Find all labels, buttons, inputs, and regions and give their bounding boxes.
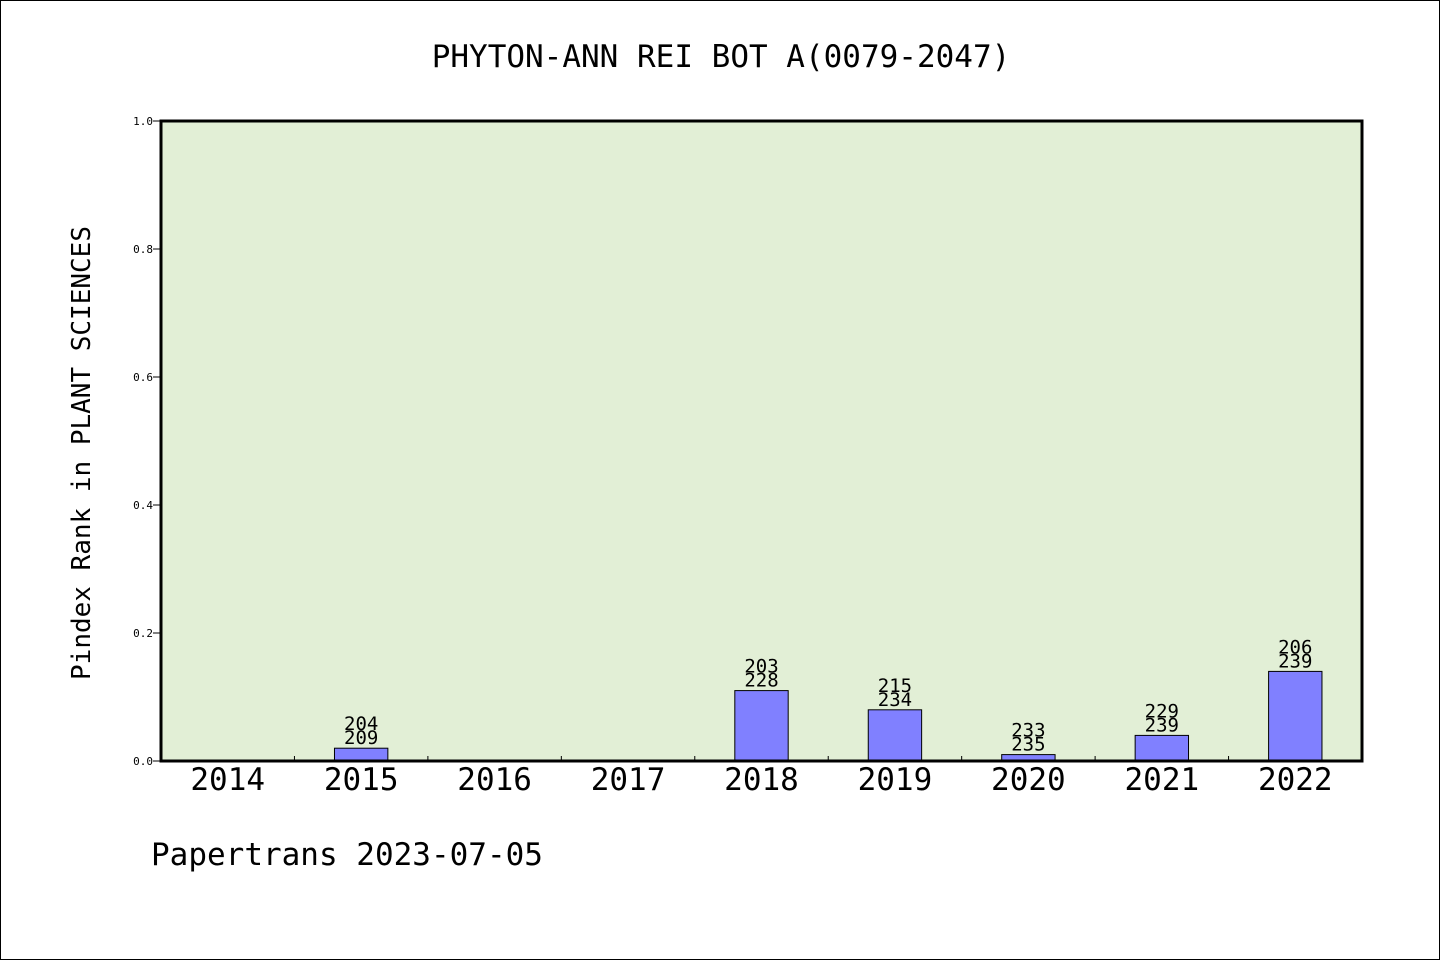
footer-credit: Papertrans 2023-07-05: [151, 837, 543, 873]
bar-data-label: 215: [878, 675, 912, 697]
bar-data-label: 228: [744, 670, 778, 692]
bar-data-label: 204: [344, 713, 378, 735]
bar-data-label: 239: [1278, 650, 1312, 672]
bars: [333, 670, 1323, 762]
y-tick-label: 0.2: [133, 627, 153, 640]
bar-2019: [867, 709, 923, 762]
bar-data-label: 234: [878, 689, 912, 711]
x-tick-label: 2017: [591, 762, 666, 798]
x-axis: 2014 2015 2016 2017 2018 2019 2020 2021 2022: [190, 756, 1333, 798]
bar-2015: [333, 747, 389, 762]
y-axis-label: Pindex Rank in PLANT SCIENCES: [67, 226, 97, 680]
x-tick-label: 2021: [1125, 762, 1200, 798]
bar-data-label: 233: [1011, 720, 1045, 742]
x-tick-label: 2015: [324, 762, 399, 798]
x-tick-label: 2020: [991, 762, 1066, 798]
bar-data-label: 235: [1011, 734, 1045, 756]
y-tick-label: 0.0: [133, 755, 153, 768]
bar-2018: [734, 690, 789, 762]
y-tick-label: 1.0: [133, 115, 153, 128]
y-tick-label: 0.4: [133, 499, 153, 512]
bar-data-label: 206: [1278, 636, 1312, 658]
bar-2021: [1134, 734, 1190, 762]
x-tick-label: 2018: [724, 762, 799, 798]
plot-border: [159, 119, 1364, 763]
y-axis: 0.0 0.2 0.4 0.6 0.8 1.0: [133, 115, 161, 768]
y-tick-label: 0.6: [133, 371, 153, 384]
bar-data-label: 203: [744, 656, 778, 678]
bar-data-label: 229: [1145, 700, 1179, 722]
bar-2022: [1268, 670, 1323, 762]
x-tick-label: 2014: [190, 762, 265, 798]
bar-data-label: 239: [1145, 714, 1179, 736]
y-tick-label: 0.8: [133, 243, 153, 256]
chart-title: PHYTON-ANN REI BOT A(0079-2047): [432, 39, 1011, 75]
x-tick-label: 2019: [858, 762, 933, 798]
x-tick-label: 2022: [1258, 762, 1333, 798]
bar-data-label: 209: [344, 727, 378, 749]
x-tick-label: 2016: [457, 762, 532, 798]
plot-area: [161, 121, 1362, 761]
